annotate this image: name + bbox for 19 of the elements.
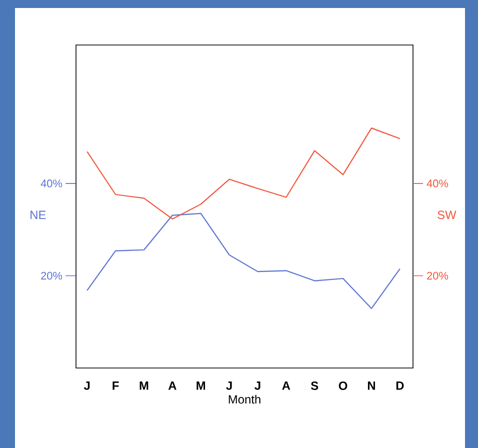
x-tick-label: J bbox=[84, 382, 90, 390]
x-tick-label: A bbox=[168, 382, 176, 390]
x-tick-label: D bbox=[396, 382, 404, 390]
x-tick-label: M bbox=[196, 382, 206, 390]
x-tick-label: N bbox=[368, 382, 375, 390]
y2-tick-label: 20% bbox=[427, 272, 448, 280]
x-tick-label: O bbox=[338, 382, 348, 390]
y2-axis-title: SW bbox=[438, 210, 456, 220]
x-tick-label: F bbox=[112, 382, 119, 390]
y-axis-title: NE bbox=[30, 210, 46, 220]
x-tick-label: J bbox=[254, 382, 260, 390]
line-series bbox=[86, 128, 400, 220]
x-tick-label: A bbox=[282, 382, 290, 390]
x-tick-label: M bbox=[140, 382, 148, 390]
line-series bbox=[86, 212, 400, 310]
x-axis-title: Month bbox=[228, 394, 260, 404]
x-tick-label: J bbox=[226, 382, 232, 390]
x-tick-label: S bbox=[310, 382, 318, 390]
y2-tick-label: 40% bbox=[426, 180, 448, 188]
